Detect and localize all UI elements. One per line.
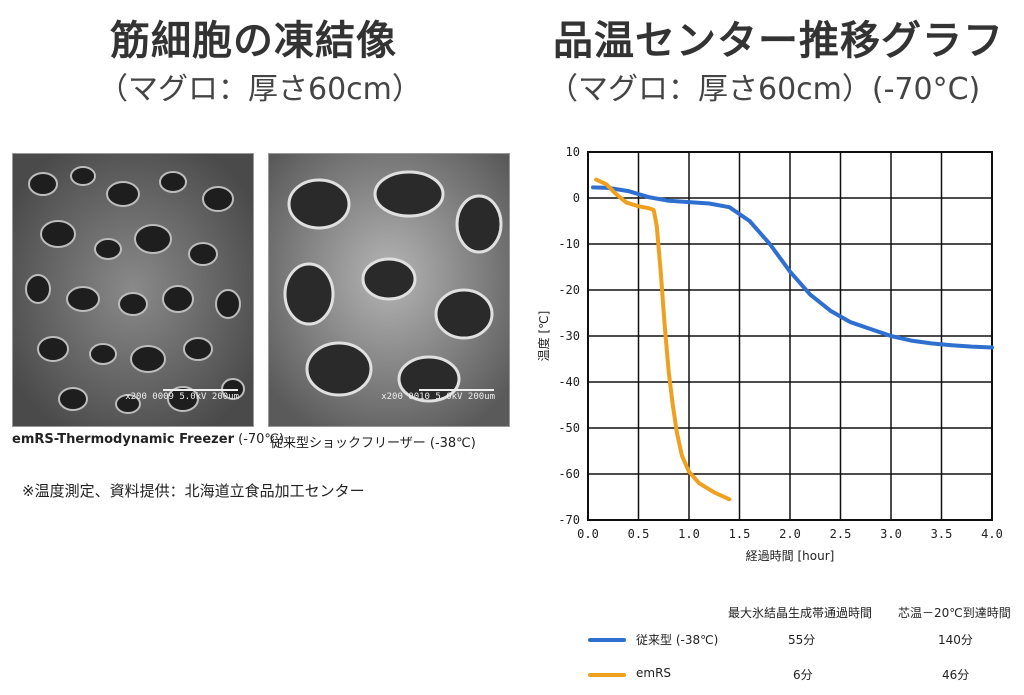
conventional-micrograph: x200 0010 5.0kV 200um [268, 153, 510, 427]
x-tick-label: 2.5 [830, 527, 852, 541]
table-header-freeze-zone: 最大氷結晶生成帯通過時間 [728, 606, 873, 620]
x-tick-label: 0.5 [628, 527, 650, 541]
series-line-emrs [594, 177, 732, 502]
y-tick-label: 0 [573, 191, 580, 205]
emrs-micrograph-texture [13, 154, 253, 426]
emrs-caption: emRS-Thermodynamic Freezer (-70℃) [12, 432, 284, 447]
emrs-micrograph: x200 0009 5.0kV 200um [12, 153, 254, 427]
x-axis-label: 経過時間 [hour] [746, 549, 835, 563]
table-cell-emrs-zone: 6分 [793, 668, 813, 682]
legend-line-conventional [588, 638, 626, 642]
table-row-label-emrs: emRS [636, 666, 672, 680]
x-tick-label: 3.5 [931, 527, 953, 541]
conventional-caption: 従来型ショックフリーザー (-38℃) [270, 432, 476, 451]
table-cell-emrs-core: 46分 [942, 668, 970, 682]
table-cell-conventional-core: 140分 [938, 633, 973, 647]
micrograph-subtitle: （マグロ：厚さ60cm） [98, 72, 422, 107]
x-tick-label: 4.0 [981, 527, 1003, 541]
series-line-conventional [591, 185, 994, 350]
conventional-caption-text: 従来型ショックフリーザー (-38℃) [270, 436, 476, 451]
conventional-scale-label: x200 0010 5.0kV 200um [381, 392, 495, 402]
table-cell-conventional-zone: 55分 [788, 633, 816, 647]
y-tick-label: -60 [558, 467, 580, 481]
table-row-label-conventional: 従来型 (-38℃) [636, 633, 719, 647]
x-tick-label: 0.0 [577, 527, 599, 541]
y-tick-label: -30 [558, 329, 580, 343]
emrs-caption-temp: (-70℃) [233, 432, 285, 447]
y-tick-label: -20 [558, 283, 580, 297]
micrograph-title: 筋細胞の凍結像 [110, 18, 397, 64]
source-note: ※温度測定、資料提供：北海道立食品加工センター [22, 482, 365, 500]
legend-line-emrs [588, 673, 626, 677]
y-tick-label: 10 [566, 145, 580, 159]
y-tick-label: -70 [558, 513, 580, 527]
x-tick-label: 3.0 [880, 527, 902, 541]
y-tick-label: -40 [558, 375, 580, 389]
chart-subtitle: （マグロ：厚さ60cm）(-70°C) [548, 72, 981, 107]
y-axis-label: 温度 [℃] [536, 311, 551, 362]
x-tick-label: 2.0 [779, 527, 801, 541]
chart-title: 品温センター推移グラフ [553, 18, 1004, 64]
x-tick-label: 1.0 [678, 527, 700, 541]
conventional-micrograph-texture [269, 154, 509, 426]
y-tick-label: -10 [558, 237, 580, 251]
emrs-caption-name: emRS-Thermodynamic Freezer [12, 432, 234, 447]
x-tick-label: 1.5 [729, 527, 751, 541]
y-tick-label: -50 [558, 421, 580, 435]
emrs-scale-label: x200 0009 5.0kV 200um [125, 392, 239, 402]
table-header-core-temp: 芯温－20℃到達時間 [898, 606, 1011, 620]
temperature-chart: 0.0 0.5 1.0 1.5 2.0 2.5 3.0 3.5 4.0 10 0 -10 -20 -30 -… [536, 145, 1003, 563]
